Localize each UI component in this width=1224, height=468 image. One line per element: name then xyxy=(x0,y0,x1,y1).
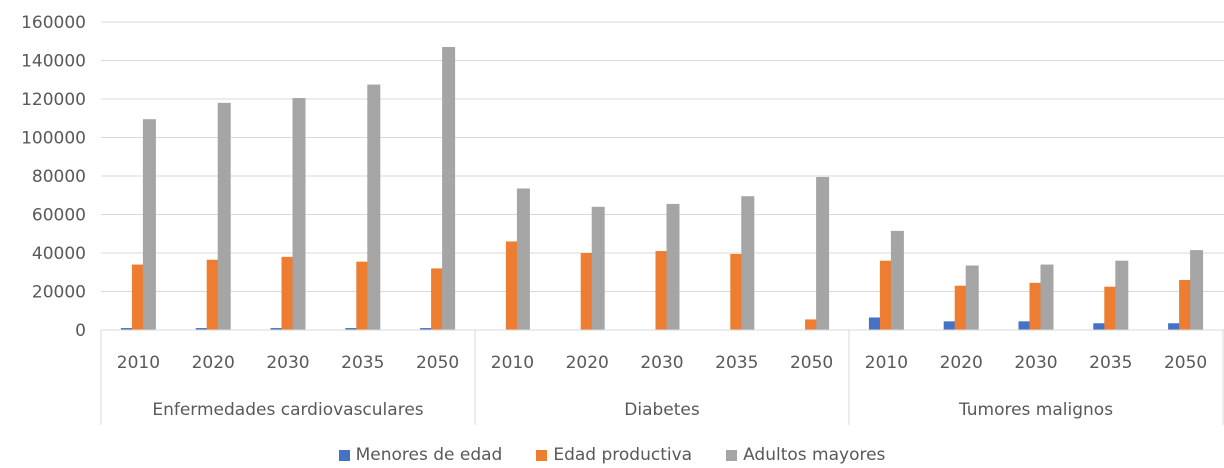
y-axis-tick-labels: 0 20000 40000 60000 80000 100000 120000 140000 1… xyxy=(21,13,86,341)
y-tick-label: 100000 xyxy=(21,129,86,149)
gridlines xyxy=(101,21,1224,292)
bar-adultos-mayores xyxy=(1115,260,1129,330)
bar-menores-de-edad xyxy=(1018,321,1032,330)
y-tick-label: 120000 xyxy=(21,90,86,110)
legend-item-menores: Menores de edad xyxy=(338,445,503,465)
bar-edad-productiva xyxy=(879,260,893,330)
bar-menores-de-edad xyxy=(1093,323,1107,330)
bar-menores-de-edad xyxy=(120,328,134,330)
bar-adultos-mayores xyxy=(442,47,456,331)
x-group-label: Tumores malignos xyxy=(958,400,1113,420)
x-category-label: 2030 xyxy=(266,353,309,373)
x-category-label: 2010 xyxy=(865,353,908,373)
bar-edad-productiva xyxy=(281,256,295,330)
bar-edad-productiva xyxy=(1104,286,1118,330)
bar-chart: 0 20000 40000 60000 80000 100000 120000 140000 1… xyxy=(21,13,1224,425)
bar-adultos-mayores xyxy=(292,98,306,330)
x-category-label: 2030 xyxy=(1014,353,1057,373)
legend-swatch-productiva xyxy=(536,449,548,461)
bars xyxy=(120,47,1204,331)
bar-menores-de-edad xyxy=(345,328,359,330)
x-category-label: 2035 xyxy=(1089,353,1132,373)
bar-edad-productiva xyxy=(431,268,445,330)
legend-label-menores: Menores de edad xyxy=(355,445,503,465)
bar-menores-de-edad xyxy=(943,321,957,330)
bar-edad-productiva xyxy=(954,285,968,330)
bar-adultos-mayores xyxy=(666,203,680,330)
bar-adultos-mayores xyxy=(816,176,830,330)
bar-adultos-mayores xyxy=(142,119,156,331)
bar-adultos-mayores xyxy=(1040,264,1054,330)
bar-edad-productiva xyxy=(730,253,744,330)
bar-menores-de-edad xyxy=(270,328,284,330)
x-category-label: 2050 xyxy=(790,353,833,373)
bar-edad-productiva xyxy=(206,259,220,330)
bar-menores-de-edad xyxy=(420,328,434,330)
legend-label-productiva: Edad productiva xyxy=(553,445,693,465)
x-group-label: Diabetes xyxy=(624,400,700,420)
x-category-label: 2020 xyxy=(940,353,983,373)
y-tick-label: 0 xyxy=(75,321,86,341)
legend-swatch-adultos xyxy=(726,449,738,461)
bar-adultos-mayores xyxy=(591,206,605,330)
y-tick-label: 40000 xyxy=(32,244,86,264)
x-axis: 2010 2020 2030 2035 2050 Enfermedades cardiov… xyxy=(100,329,1224,425)
bar-adultos-mayores xyxy=(217,102,231,330)
bar-menores-de-edad xyxy=(195,328,209,330)
x-category-label: 2035 xyxy=(341,353,384,373)
y-tick-label: 80000 xyxy=(32,167,86,187)
bar-edad-productiva xyxy=(356,261,370,330)
x-category-label: 2020 xyxy=(566,353,609,373)
bar-menores-de-edad xyxy=(868,317,882,330)
bar-adultos-mayores xyxy=(890,230,904,330)
bar-adultos-mayores xyxy=(741,196,755,330)
bar-edad-productiva xyxy=(1179,279,1193,330)
x-group-label: Enfermedades cardiovasculares xyxy=(152,400,423,420)
bar-adultos-mayores xyxy=(1190,250,1204,330)
bar-adultos-mayores xyxy=(367,84,381,330)
legend-swatch-menores xyxy=(338,449,350,461)
bar-adultos-mayores xyxy=(965,265,979,330)
bar-edad-productiva xyxy=(1029,282,1043,330)
bar-menores-de-edad xyxy=(1168,323,1182,330)
legend-item-productiva: Edad productiva xyxy=(536,445,692,465)
x-category-label: 2035 xyxy=(715,353,758,373)
legend: Menores de edad Edad productiva Adultos … xyxy=(0,442,1224,468)
x-category-label: 2050 xyxy=(416,353,459,373)
legend-label-adultos: Adultos mayores xyxy=(743,445,886,465)
y-tick-label: 60000 xyxy=(32,206,86,226)
y-tick-label: 20000 xyxy=(32,283,86,303)
y-tick-label: 140000 xyxy=(21,52,86,72)
y-tick-label: 160000 xyxy=(21,13,86,33)
x-category-label: 2020 xyxy=(192,353,235,373)
bar-edad-productiva xyxy=(505,241,519,330)
x-category-label: 2010 xyxy=(117,353,160,373)
legend-item-adultos: Adultos mayores xyxy=(726,445,885,465)
x-category-label: 2030 xyxy=(640,353,683,373)
bar-edad-productiva xyxy=(580,253,594,330)
x-category-label: 2010 xyxy=(491,353,534,373)
bar-edad-productiva xyxy=(655,251,669,330)
bar-adultos-mayores xyxy=(516,188,530,330)
bar-edad-productiva xyxy=(805,319,819,330)
bar-edad-productiva xyxy=(131,264,145,330)
x-category-label: 2050 xyxy=(1164,353,1207,373)
